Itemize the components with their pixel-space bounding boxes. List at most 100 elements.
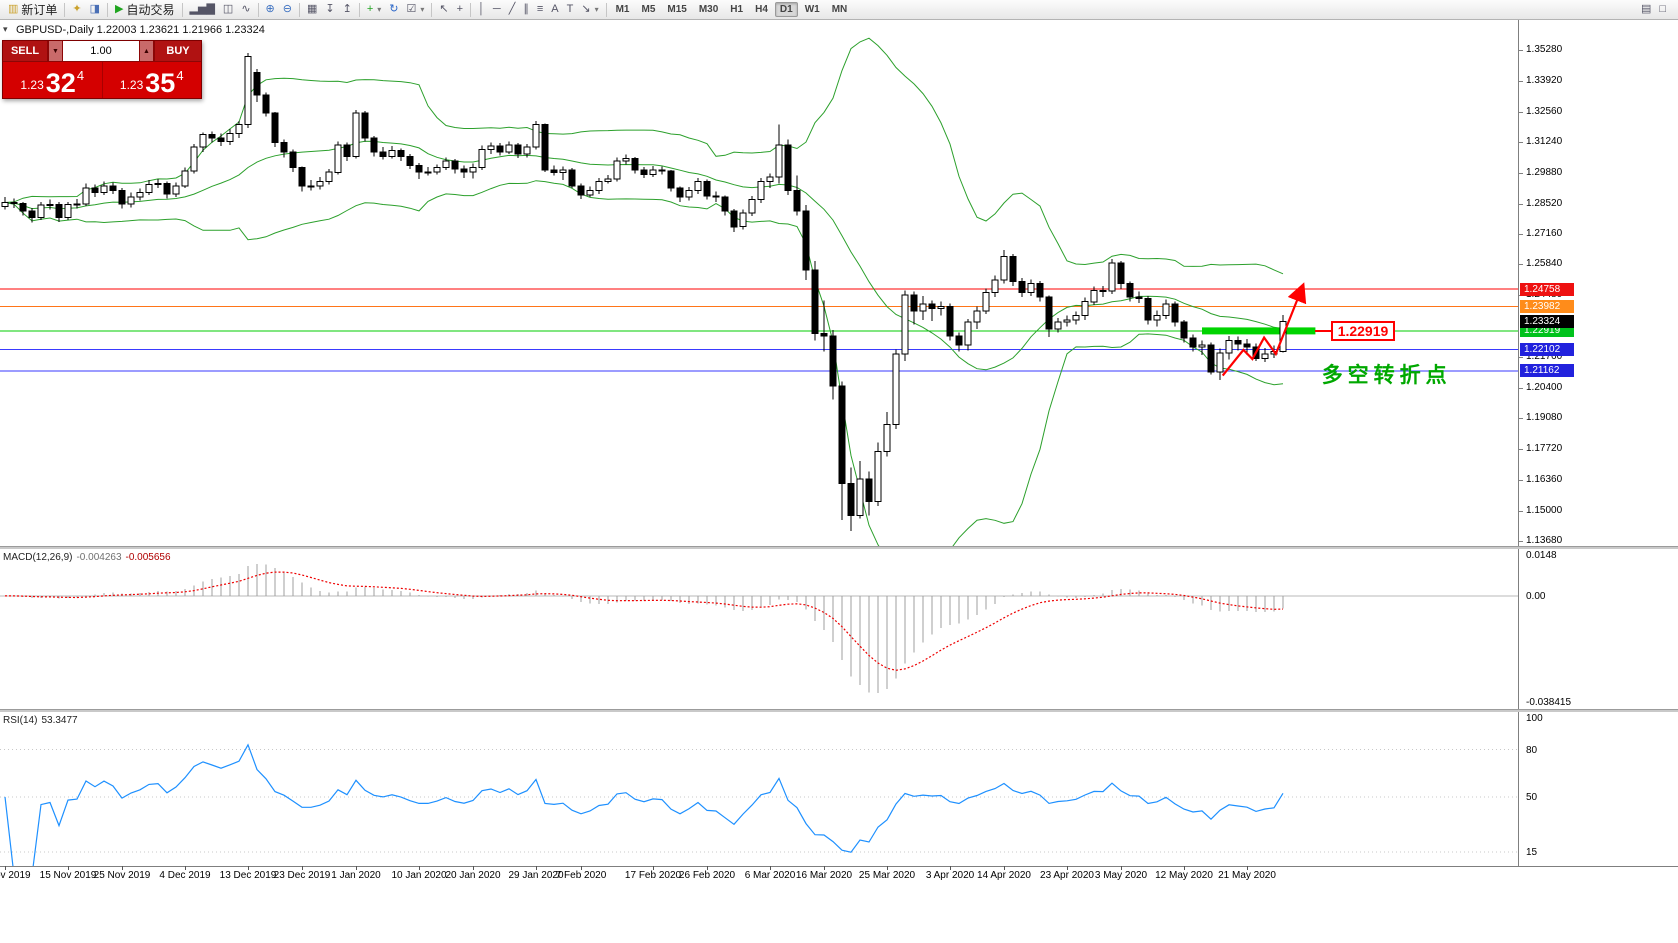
arrows-button[interactable]: ↘ ▾ <box>577 0 602 19</box>
volume-input[interactable] <box>63 41 139 61</box>
time-axis-label: 3 Apr 2020 <box>925 870 975 881</box>
text-button[interactable]: A <box>547 0 562 19</box>
arrange-up-icon: ↥ <box>342 3 352 15</box>
time-axis-tick <box>950 866 951 870</box>
time-axis-label: 20 Jan 2020 <box>445 870 501 881</box>
new-window-icon[interactable]: □ <box>1659 3 1666 15</box>
buy-price-big: 35 <box>145 68 176 99</box>
vertical-line-icon: │ <box>478 3 485 15</box>
timeframe-m5[interactable]: M5 <box>641 4 656 15</box>
volume-up-button[interactable]: ▲ <box>139 41 154 61</box>
rsi-chart[interactable] <box>0 712 1518 866</box>
timeframe-m30[interactable]: M30 <box>698 4 719 15</box>
time-axis-line <box>0 866 1678 867</box>
price-axis-tick <box>1518 141 1523 143</box>
price-axis-tick <box>1518 111 1523 113</box>
price-badge: 1.24758 <box>1520 282 1574 296</box>
timeframe-mn[interactable]: MN <box>831 4 848 15</box>
crosshair-button[interactable]: + <box>453 0 467 19</box>
new-order-button[interactable]: ▥ 新订单 <box>4 0 61 19</box>
callout-connector <box>1315 329 1331 332</box>
auto-trading-button[interactable]: ▶ 自动交易 <box>111 0 178 19</box>
arrange-down-icon: ↧ <box>325 3 335 15</box>
toolbar-buttons: ▥ 新订单 ✦ ◨ ▶ 自动交易 ▂▅▇ ◫ ∿ ⊕ ⊖ ▦ ↧ ↥ + ▾ ↻ ☑ ▾ ↖ + │ ─ ╱ ∥ ≡ A T ↘ ▾ <box>4 0 610 19</box>
time-axis-label: 13 Dec 2019 <box>219 870 277 881</box>
time-axis-label: 14 Apr 2020 <box>977 870 1031 881</box>
rsi-scale-label: 80 <box>1526 744 1538 756</box>
price-axis-tick <box>1518 264 1523 266</box>
buy-price[interactable]: 1.23 35 4 <box>101 62 202 99</box>
price-badge: 1.23982 <box>1520 300 1574 314</box>
time-axis-tick <box>824 866 825 870</box>
zoom-out-button[interactable]: ⊖ <box>279 0 296 19</box>
timeframe-d1[interactable]: D1 <box>774 2 798 17</box>
time-axis-label: 16 Mar 2020 <box>795 870 853 881</box>
time-axis-tick <box>185 866 186 870</box>
sell-price[interactable]: 1.23 32 4 <box>3 62 102 98</box>
timeframe-h1[interactable]: H1 <box>730 4 744 15</box>
buy-button[interactable]: BUY <box>154 41 201 61</box>
arrange-up-button[interactable]: ↥ <box>339 0 356 19</box>
price-axis-tick <box>1518 49 1523 51</box>
price-callout-box[interactable]: 1.22919 <box>1330 320 1396 341</box>
price-axis-label: 1.32560 <box>1526 105 1563 117</box>
toolbar-separator <box>358 2 360 17</box>
sell-price-sup: 4 <box>76 68 85 83</box>
turning-point-text[interactable]: 多空转折点 <box>1321 364 1452 387</box>
horizontal-line-button[interactable]: ─ <box>489 0 505 19</box>
time-axis-label: 6 Mar 2020 <box>744 870 796 881</box>
price-axis-label: 1.27160 <box>1526 228 1563 240</box>
time-axis-label: 3 May 2020 <box>1094 870 1148 881</box>
price-axis-label: 1.25840 <box>1526 258 1563 270</box>
candlestick-chart-button[interactable]: ◫ <box>219 0 237 19</box>
macd-scale-label: 0.00 <box>1526 590 1546 602</box>
price-axis-tick <box>1518 479 1523 481</box>
timeframe-h4[interactable]: H4 <box>755 4 768 15</box>
time-axis-tick <box>473 866 474 870</box>
panel-splitter-macd[interactable] <box>0 546 1678 549</box>
toolbar-separator <box>298 2 300 17</box>
time-axis-label: 7 Feb 2020 <box>555 870 607 881</box>
arrange-down-button[interactable]: ↧ <box>321 0 338 19</box>
navigator-button[interactable]: ◨ <box>86 0 104 19</box>
timeframe-m1[interactable]: M1 <box>615 4 630 15</box>
docking-icon[interactable]: ▤ <box>1640 3 1652 15</box>
macd-chart[interactable] <box>0 549 1518 709</box>
time-axis-label: 25 Mar 2020 <box>858 870 916 881</box>
macd-scale-label: 0.0148 <box>1526 550 1557 562</box>
main-chart[interactable] <box>0 20 1518 546</box>
timeframe-w1[interactable]: W1 <box>804 4 820 15</box>
market-watch-button[interactable]: ✦ <box>68 0 85 19</box>
vertical-line-button[interactable]: │ <box>474 0 489 19</box>
line-chart-button[interactable]: ∿ <box>237 0 254 19</box>
tile-windows-button[interactable]: ▦ <box>303 0 321 19</box>
line-chart-icon: ∿ <box>241 3 251 15</box>
refresh-button[interactable]: ↻ <box>385 0 402 19</box>
fibonacci-button[interactable]: ≡ <box>533 0 547 19</box>
price-axis-tick <box>1518 540 1523 542</box>
channel-button[interactable]: ∥ <box>519 0 533 19</box>
trendline-button[interactable]: ╱ <box>505 0 520 19</box>
navigator-icon: ◨ <box>89 3 101 15</box>
objects-list-button[interactable]: ☑ ▾ <box>403 0 429 19</box>
text-label-button[interactable]: T <box>563 0 578 19</box>
time-axis-label: 12 May 2020 <box>1155 870 1213 881</box>
time-axis-label: 26 Feb 2020 <box>678 870 736 881</box>
rsi-name: RSI(14) <box>3 715 38 726</box>
volume-down-button[interactable]: ▼ <box>48 41 63 61</box>
sell-button[interactable]: SELL <box>3 41 48 61</box>
price-axis-label: 1.33920 <box>1526 74 1563 86</box>
time-axis-label: 21 May 2020 <box>1218 870 1276 881</box>
panel-splitter-rsi[interactable] <box>0 709 1678 712</box>
cursor-button[interactable]: ↖ <box>435 0 452 19</box>
bar-chart-button[interactable]: ▂▅▇ <box>186 0 219 19</box>
collapse-arrow-icon[interactable]: ▾ <box>3 24 8 34</box>
timeframe-m15[interactable]: M15 <box>667 4 687 15</box>
zoom-in-button[interactable]: ⊕ <box>262 0 279 19</box>
time-axis-label: 23 Apr 2020 <box>1040 870 1094 881</box>
add-indicator-button[interactable]: + ▾ <box>363 0 385 19</box>
price-axis-tick <box>1518 234 1523 236</box>
price-axis-label: 1.21760 <box>1526 351 1563 363</box>
time-axis-tick <box>581 866 582 870</box>
